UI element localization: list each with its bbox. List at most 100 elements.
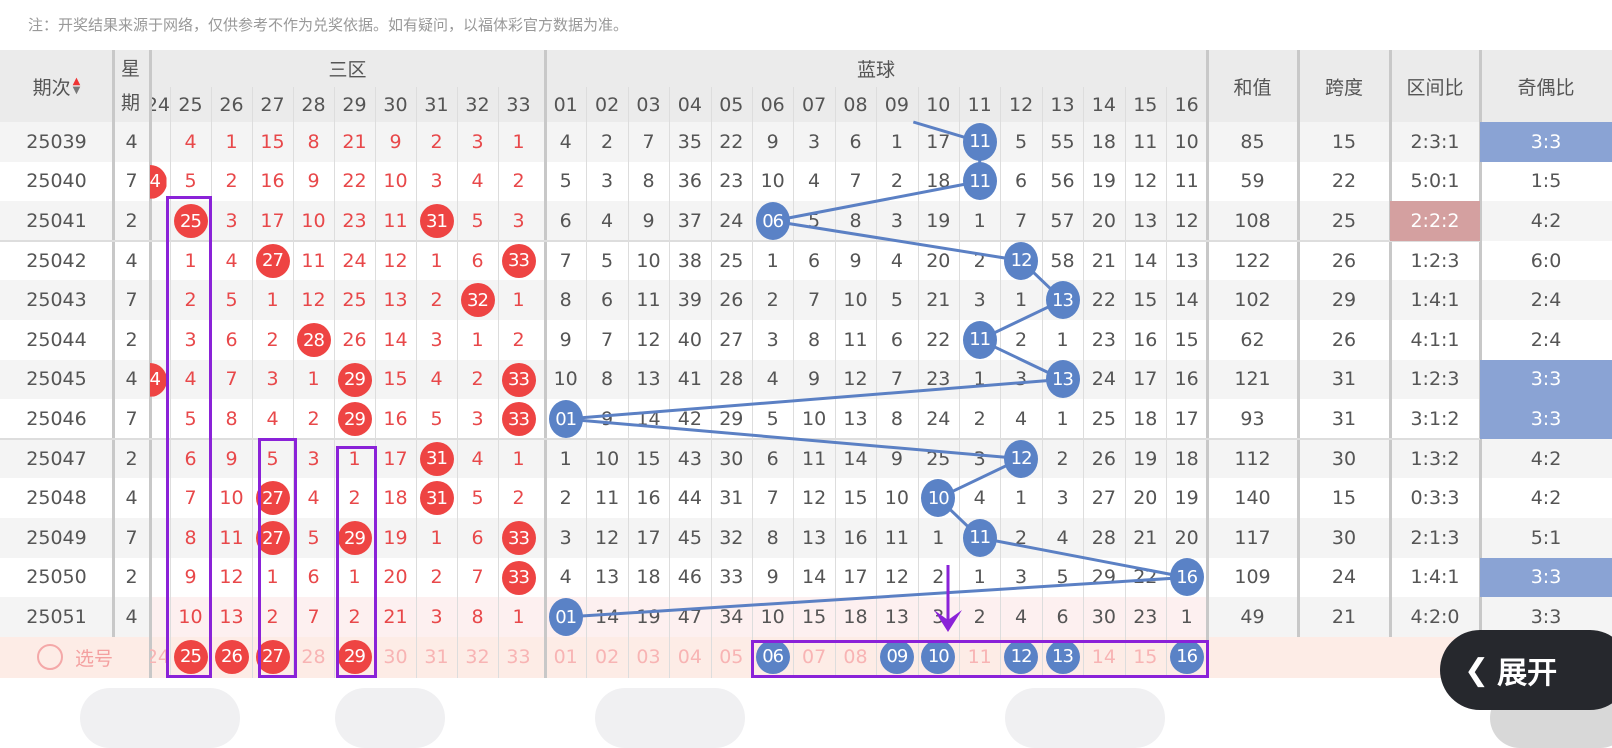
column-divider bbox=[293, 87, 294, 678]
blue-miss-count: 22 bbox=[1091, 289, 1116, 312]
blue-miss-count: 13 bbox=[1174, 249, 1199, 272]
blue-column-header[interactable]: 10 bbox=[926, 93, 951, 116]
red-miss-count: 4 bbox=[266, 407, 279, 430]
blue-pick-selected[interactable]: 13 bbox=[1045, 639, 1080, 674]
section-divider bbox=[544, 50, 547, 678]
blue-column-header[interactable]: 11 bbox=[967, 93, 992, 116]
blue-miss-count: 55 bbox=[1050, 130, 1075, 153]
red-pick-number[interactable]: 28 bbox=[301, 646, 326, 669]
blue-column-header[interactable]: 04 bbox=[677, 93, 702, 116]
red-miss-count: 11 bbox=[383, 209, 408, 232]
red-column-header[interactable]: 33 bbox=[506, 93, 531, 116]
blue-column-header[interactable]: 15 bbox=[1133, 93, 1158, 116]
red-pick-selected[interactable]: 29 bbox=[337, 639, 372, 674]
blue-miss-count: 10 bbox=[594, 447, 620, 470]
red-pick-number[interactable]: 31 bbox=[424, 646, 449, 669]
expand-button[interactable]: ❮ 展开 bbox=[1440, 630, 1612, 710]
red-column-header[interactable]: 25 bbox=[178, 93, 203, 116]
blue-pick-number[interactable]: 01 bbox=[553, 646, 578, 669]
span-cell: 25 bbox=[1331, 209, 1357, 232]
red-pick-selected[interactable]: 27 bbox=[255, 639, 290, 674]
blue-pick-number[interactable]: 15 bbox=[1133, 646, 1158, 669]
blue-column-header[interactable]: 01 bbox=[553, 93, 578, 116]
blue-pick-number[interactable]: 11 bbox=[967, 646, 992, 669]
blue-column-header[interactable]: 09 bbox=[884, 93, 909, 116]
header-zone-ratio[interactable]: 区间比 bbox=[1390, 50, 1480, 122]
red-pick-number[interactable]: 24 bbox=[150, 646, 170, 669]
circle-radio-icon[interactable] bbox=[36, 644, 63, 671]
red-column-header[interactable]: 30 bbox=[383, 93, 408, 116]
column-divider bbox=[710, 87, 712, 678]
red-pick-number[interactable]: 32 bbox=[465, 646, 490, 669]
blue-column-header[interactable]: 07 bbox=[801, 93, 827, 116]
red-miss-count: 2 bbox=[512, 170, 525, 193]
red-pick-selected[interactable]: 26 bbox=[214, 639, 249, 674]
blue-column-header[interactable]: 02 bbox=[594, 93, 620, 116]
header-odd-even[interactable]: 奇偶比 bbox=[1480, 50, 1612, 122]
picker-toggle[interactable]: 选号 bbox=[20, 637, 130, 678]
blue-miss-count: 8 bbox=[601, 368, 614, 391]
blue-pick-selected[interactable]: 16 bbox=[1169, 639, 1204, 674]
blue-miss-count: 5 bbox=[1056, 566, 1069, 589]
red-pick-selected[interactable]: 25 bbox=[173, 639, 208, 674]
sort-updown-icon[interactable]: ▲ ▼ bbox=[72, 76, 81, 96]
red-column-header[interactable]: 28 bbox=[301, 93, 326, 116]
blue-column-header[interactable]: 13 bbox=[1050, 93, 1075, 116]
red-column-header[interactable]: 29 bbox=[342, 93, 367, 116]
weekday-cell: 4 bbox=[125, 487, 138, 510]
blue-miss-count: 58 bbox=[1050, 249, 1075, 272]
blue-column-header[interactable]: 12 bbox=[1008, 93, 1034, 116]
red-miss-count: 6 bbox=[471, 249, 484, 272]
red-pick-number[interactable]: 30 bbox=[383, 646, 408, 669]
header-sum[interactable]: 和值 bbox=[1207, 50, 1298, 122]
bottom-button[interactable] bbox=[80, 688, 240, 748]
blue-column-header[interactable]: 05 bbox=[719, 93, 744, 116]
blue-pick-selected[interactable]: 09 bbox=[879, 639, 914, 674]
red-miss-count: 5 bbox=[471, 487, 484, 510]
blue-pick-number[interactable]: 04 bbox=[677, 646, 702, 669]
blue-ball-hit: 11 bbox=[962, 162, 997, 201]
blue-column-header[interactable]: 03 bbox=[636, 93, 661, 116]
blue-pick-number[interactable]: 05 bbox=[719, 646, 744, 669]
blue-column-header[interactable]: 14 bbox=[1091, 93, 1116, 116]
blue-miss-count: 10 bbox=[760, 605, 785, 628]
red-miss-count: 1 bbox=[512, 289, 525, 312]
blue-miss-count: 9 bbox=[890, 447, 903, 470]
blue-pick-selected[interactable]: 06 bbox=[755, 639, 790, 674]
blue-column-header[interactable]: 06 bbox=[760, 93, 785, 116]
red-column-header[interactable]: 31 bbox=[424, 93, 449, 116]
header-red-zone: 三区 bbox=[150, 50, 545, 87]
red-miss-count: 10 bbox=[301, 209, 326, 232]
red-column-header[interactable]: 26 bbox=[219, 93, 244, 116]
bottom-button[interactable] bbox=[1005, 688, 1165, 748]
blue-pick-selected[interactable]: 10 bbox=[921, 639, 956, 674]
bottom-button[interactable] bbox=[335, 688, 445, 748]
header-period[interactable]: 期次 ▲ ▼ bbox=[0, 50, 113, 122]
blue-pick-number[interactable]: 14 bbox=[1091, 646, 1116, 669]
bottom-button[interactable] bbox=[595, 688, 745, 748]
red-pick-number[interactable]: 33 bbox=[506, 646, 531, 669]
blue-pick-selected[interactable]: 12 bbox=[1004, 639, 1039, 674]
blue-miss-count: 6 bbox=[849, 130, 862, 153]
blue-miss-count: 1 bbox=[1056, 328, 1069, 351]
blue-trend-line bbox=[565, 120, 1187, 632]
red-column-header[interactable]: 27 bbox=[260, 93, 285, 116]
blue-pick-number[interactable]: 03 bbox=[636, 646, 661, 669]
blue-pick-number[interactable]: 07 bbox=[801, 646, 827, 669]
red-miss-count: 9 bbox=[225, 447, 238, 470]
blue-ball-hit: 01 bbox=[548, 400, 583, 438]
zone-ratio-cell: 3:1:2 bbox=[1410, 407, 1460, 430]
column-divider bbox=[252, 87, 253, 678]
red-column-header[interactable]: 24 bbox=[150, 93, 170, 116]
red-column-header[interactable]: 32 bbox=[465, 93, 490, 116]
header-span[interactable]: 跨度 bbox=[1298, 50, 1390, 122]
blue-miss-count: 11 bbox=[1133, 130, 1158, 153]
blue-miss-count: 2 bbox=[973, 605, 986, 628]
blue-column-header[interactable]: 16 bbox=[1174, 93, 1199, 116]
red-miss-count: 1 bbox=[512, 447, 525, 470]
blue-pick-number[interactable]: 08 bbox=[843, 646, 868, 669]
blue-pick-number[interactable]: 02 bbox=[594, 646, 620, 669]
table-row bbox=[0, 161, 1612, 202]
column-divider bbox=[917, 87, 919, 678]
blue-column-header[interactable]: 08 bbox=[843, 93, 868, 116]
